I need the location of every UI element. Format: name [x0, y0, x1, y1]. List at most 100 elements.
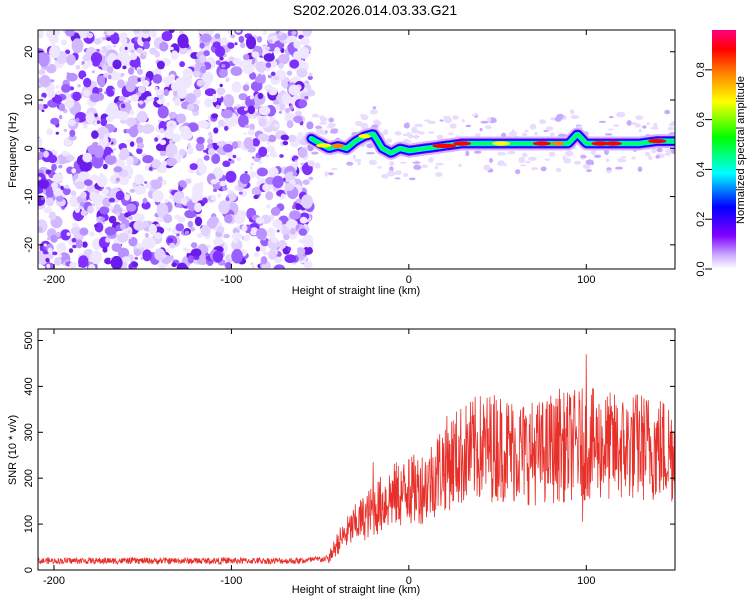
- noise-blob: [168, 30, 175, 34]
- ridge-halo: [501, 132, 507, 138]
- noise-blob: [208, 134, 213, 140]
- noise-blob: [52, 251, 58, 256]
- ridge-halo: [461, 118, 465, 123]
- noise-blob: [116, 177, 120, 182]
- noise-blob: [152, 74, 163, 84]
- ridge-halo: [412, 161, 421, 164]
- noise-blob: [284, 112, 296, 123]
- noise-blob: [38, 69, 46, 75]
- noise-blob: [92, 193, 105, 206]
- ridge-halo: [473, 150, 482, 154]
- ridge-core: [331, 143, 344, 149]
- noise-blob: [210, 179, 218, 185]
- ridge-halo: [540, 166, 547, 172]
- noise-blob: [64, 49, 71, 55]
- noise-blob: [38, 137, 43, 146]
- noise-blob: [234, 42, 238, 46]
- y-tick-label: 0: [23, 145, 35, 151]
- noise-blob: [288, 134, 297, 143]
- noise-blob: [80, 191, 87, 200]
- noise-blob: [157, 105, 169, 119]
- noise-blob: [60, 185, 64, 191]
- noise-blob: [300, 37, 310, 46]
- noise-blob: [153, 96, 159, 101]
- noise-blob: [276, 229, 280, 233]
- noise-blob: [112, 59, 122, 70]
- ridge-halo: [452, 115, 459, 120]
- noise-blob: [133, 248, 142, 257]
- ridge-core: [492, 141, 511, 146]
- noise-blob: [260, 71, 264, 76]
- noise-blob: [150, 179, 163, 190]
- snr-content: [38, 354, 675, 566]
- noise-blob: [281, 228, 291, 236]
- noise-blob: [257, 92, 264, 100]
- noise-blob: [288, 84, 300, 96]
- noise-blob: [281, 93, 292, 106]
- noise-blob: [129, 188, 136, 193]
- noise-blob: [95, 203, 101, 211]
- noise-blob: [87, 205, 94, 214]
- noise-blob: [90, 174, 99, 181]
- noise-blob: [78, 30, 90, 39]
- ridge-halo: [544, 158, 550, 161]
- noise-blob: [256, 228, 267, 240]
- noise-blob: [144, 181, 148, 184]
- noise-blob: [242, 62, 255, 75]
- ridge-halo: [613, 124, 620, 127]
- noise-blob: [68, 248, 74, 254]
- noise-blob: [140, 76, 145, 82]
- ridge-halo: [607, 128, 615, 131]
- noise-blob: [159, 150, 167, 157]
- noise-blob: [100, 118, 107, 127]
- noise-blob: [41, 109, 45, 112]
- noise-blob: [168, 111, 177, 119]
- noise-blob: [106, 44, 112, 50]
- noise-blob: [175, 223, 185, 232]
- noise-blob: [216, 226, 225, 234]
- noise-blob: [169, 242, 176, 249]
- ridge-halo: [329, 130, 339, 134]
- noise-blob: [124, 46, 128, 51]
- x-tick-label: -200: [43, 274, 65, 286]
- noise-blob: [298, 99, 308, 108]
- noise-blob: [108, 197, 116, 203]
- noise-blob: [231, 248, 243, 264]
- noise-blob: [138, 100, 144, 105]
- noise-blob: [192, 183, 204, 197]
- ridge-halo: [638, 128, 642, 133]
- noise-blob: [211, 97, 218, 103]
- noise-blob: [265, 62, 272, 68]
- ridge-core: [316, 143, 332, 148]
- noise-blob: [100, 217, 106, 221]
- noise-blob: [278, 53, 290, 65]
- noise-blob: [205, 252, 209, 257]
- ridge-core: [453, 141, 472, 146]
- noise-blob: [120, 74, 124, 78]
- noise-blob: [121, 103, 126, 109]
- noise-blob: [156, 60, 165, 70]
- noise-blob: [134, 256, 138, 260]
- ridge-core: [532, 141, 551, 146]
- noise-blob: [69, 129, 76, 137]
- ridge-halo: [488, 158, 494, 163]
- noise-blob: [96, 174, 108, 188]
- ridge-core: [432, 143, 457, 149]
- noise-blob: [298, 228, 308, 236]
- noise-blob: [61, 150, 69, 157]
- noise-blob: [47, 247, 53, 254]
- noise-blob: [151, 159, 161, 169]
- noise-blob: [137, 85, 146, 94]
- noise-blob: [273, 123, 279, 128]
- noise-blob: [65, 30, 75, 37]
- noise-blob: [144, 232, 150, 238]
- noise-blob: [154, 232, 163, 240]
- noise-blob: [267, 227, 276, 238]
- noise-blob: [197, 120, 210, 129]
- noise-blob: [102, 163, 108, 170]
- noise-blob: [80, 210, 87, 216]
- ridge-halo: [435, 172, 443, 177]
- y-tick-label: 10: [23, 94, 35, 106]
- ridge-halo: [642, 125, 647, 129]
- noise-blob: [115, 190, 125, 201]
